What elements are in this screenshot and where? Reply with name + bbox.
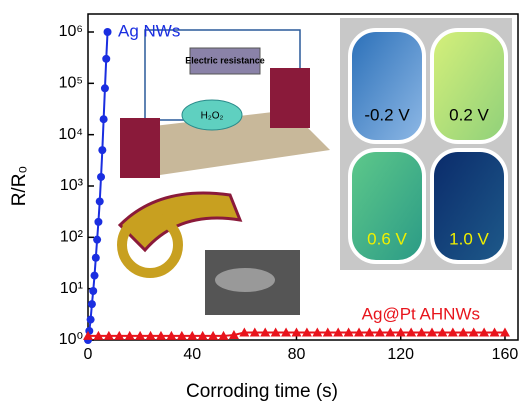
inset-label: 0.6 V: [367, 229, 407, 248]
x-tick-label: 80: [288, 346, 306, 363]
inset-label: 0.2 V: [449, 105, 489, 124]
y-tick-label: 10¹: [60, 280, 83, 297]
y-tick-label: 10⁶: [59, 23, 83, 40]
y-tick-label: 10⁰: [59, 331, 83, 348]
x-tick-label: 40: [183, 346, 201, 363]
schematic: [120, 30, 330, 315]
legend-label: Ag NWs: [118, 21, 180, 40]
point: [93, 236, 101, 244]
x-tick-label: 160: [492, 346, 519, 363]
point: [88, 300, 96, 308]
point: [96, 197, 104, 205]
point: [100, 115, 108, 123]
y-tick-label: 10⁴: [58, 126, 83, 143]
point: [94, 218, 102, 226]
inset-label: -0.2 V: [364, 105, 410, 124]
point: [87, 316, 95, 324]
inset-label: Electric resistance: [185, 55, 265, 65]
x-tick-label: 120: [387, 346, 414, 363]
point: [104, 28, 112, 36]
point: [89, 287, 97, 295]
x-tick-label: 0: [84, 346, 93, 363]
y-tick-label: 10²: [60, 229, 84, 246]
point: [102, 55, 110, 63]
y-tick-label: 10³: [60, 177, 84, 194]
chart: Electric resistance H₂O₂ -0.2 V 0.2 V 0.…: [0, 0, 525, 405]
point: [91, 272, 99, 280]
point: [92, 254, 100, 262]
y-axis-label: R/R₀: [9, 166, 30, 207]
inset-label: H₂O₂: [201, 111, 224, 122]
point: [98, 146, 106, 154]
point: [101, 84, 109, 92]
point: [97, 173, 105, 181]
y-tick-label: 10⁵: [59, 75, 83, 92]
x-axis-label: Corroding time (s): [186, 381, 338, 402]
inset-label: 1.0 V: [449, 229, 489, 248]
legend-label: Ag@Pt AHNWs: [362, 304, 480, 323]
